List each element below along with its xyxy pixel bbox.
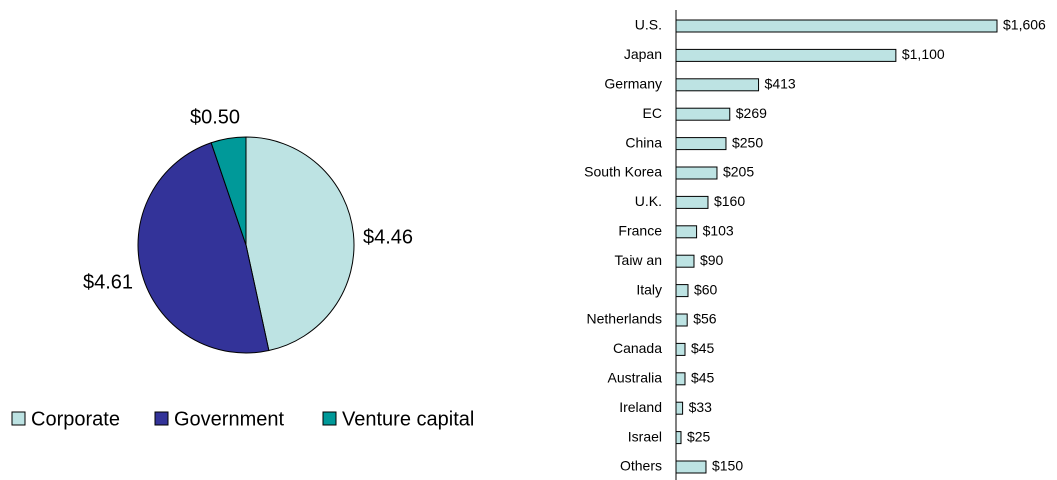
value-label: $413	[765, 76, 796, 92]
value-label: $1,606	[1003, 17, 1046, 33]
value-label: $25	[687, 428, 711, 444]
pie-slice	[245, 136, 355, 352]
category-label: Australia	[608, 370, 663, 386]
category-label: Ireland	[619, 399, 662, 415]
category-label: Taiw an	[615, 252, 662, 268]
bar	[675, 284, 689, 298]
bar	[675, 460, 707, 474]
value-label: $60	[694, 281, 718, 297]
bar	[675, 78, 760, 92]
category-label: France	[618, 223, 662, 239]
value-label: $90	[700, 252, 724, 268]
legend-label: Government	[174, 408, 284, 430]
category-label: U.K.	[635, 193, 662, 209]
value-label: $1,100	[902, 46, 945, 62]
bar	[675, 195, 709, 209]
pie-slice	[210, 136, 247, 246]
value-label: $150	[712, 458, 743, 474]
bar	[675, 401, 684, 415]
category-label: Netherlands	[587, 311, 663, 327]
bar	[675, 48, 897, 62]
bar	[675, 254, 695, 268]
slice-label: $0.50	[190, 106, 240, 128]
category-label: South Korea	[584, 164, 662, 180]
category-label: Germany	[604, 76, 662, 92]
category-label: Japan	[624, 46, 662, 62]
bar	[675, 107, 731, 121]
category-label: EC	[643, 105, 662, 121]
category-label: Italy	[636, 281, 662, 297]
value-label: $269	[736, 105, 767, 121]
value-label: $45	[691, 340, 715, 356]
category-label: Israel	[628, 428, 662, 444]
value-label: $33	[689, 399, 713, 415]
value-label: $103	[703, 223, 734, 239]
bar	[675, 166, 718, 180]
legend-swatch	[154, 411, 169, 426]
legend-swatch	[322, 411, 337, 426]
bar	[675, 137, 727, 151]
value-label: $56	[693, 311, 717, 327]
bar	[675, 313, 688, 327]
category-label: China	[625, 134, 662, 150]
slice-label: $4.46	[363, 226, 413, 248]
value-label: $45	[691, 370, 715, 386]
bar	[675, 225, 698, 239]
value-label: $205	[723, 164, 754, 180]
legend-label: Corporate	[31, 408, 120, 430]
category-label: U.S.	[635, 17, 662, 33]
pie-slice	[137, 142, 270, 354]
slice-label: $4.61	[83, 271, 133, 293]
legend-swatch	[11, 411, 26, 426]
category-label: Others	[620, 458, 662, 474]
category-label: Canada	[613, 340, 662, 356]
bar	[675, 342, 686, 356]
value-label: $250	[732, 134, 763, 150]
legend-label: Venture capital	[342, 408, 474, 430]
bar	[675, 372, 686, 386]
bar	[675, 19, 998, 33]
bar	[675, 431, 682, 445]
value-label: $160	[714, 193, 745, 209]
